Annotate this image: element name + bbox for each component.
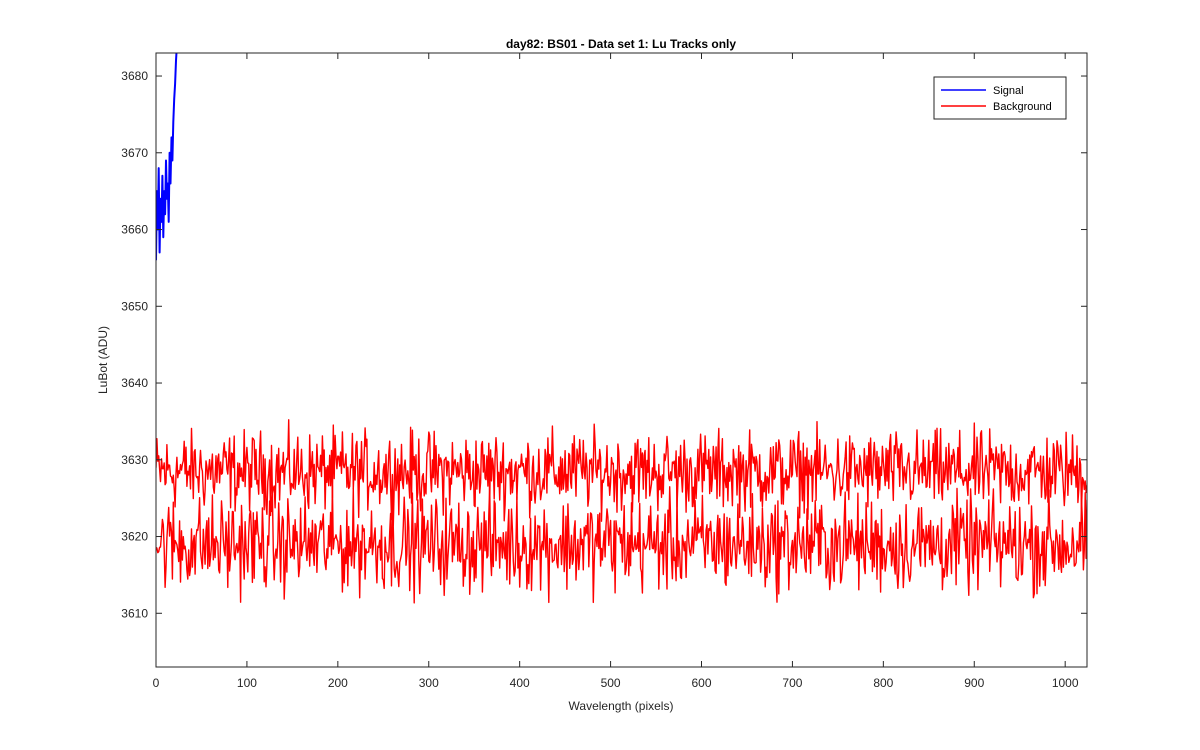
y-tick-label: 3670 [121, 146, 148, 160]
background-series-line-lower [156, 485, 1087, 604]
background-series-line-upper [156, 419, 1087, 527]
y-tick-label: 3680 [121, 69, 148, 83]
x-tick-label: 600 [691, 676, 711, 690]
x-tick-label: 400 [510, 676, 530, 690]
y-tick-label: 3610 [121, 606, 148, 620]
y-tick-label: 3650 [121, 299, 148, 313]
x-tick-label: 700 [782, 676, 802, 690]
y-axis-label: LuBot (ADU) [96, 326, 110, 394]
chart-title: day82: BS01 - Data set 1: Lu Tracks only [506, 37, 736, 51]
x-tick-label: 500 [601, 676, 621, 690]
x-tick-label: 100 [237, 676, 257, 690]
y-tick-label: 3640 [121, 376, 148, 390]
y-tick-label: 3630 [121, 453, 148, 467]
x-tick-label: 1000 [1052, 676, 1079, 690]
signal-series-line [156, 53, 178, 261]
legend: Signal Background [933, 76, 1067, 120]
y-tick-label: 3660 [121, 223, 148, 237]
x-tick-label: 200 [328, 676, 348, 690]
y-tick-label: 3620 [121, 530, 148, 544]
y-axis-ticks: 3610 3620 3630 3640 3650 3660 3670 3680 [121, 69, 1087, 620]
x-tick-label: 900 [964, 676, 984, 690]
legend-signal-label: Signal [993, 85, 1024, 97]
x-axis-ticks: 0 100 200 300 400 500 600 700 800 900 1000 [153, 53, 1079, 690]
x-tick-label: 800 [873, 676, 893, 690]
x-tick-label: 300 [419, 676, 439, 690]
legend-background-label: Background [993, 101, 1052, 113]
legend-box [933, 76, 1067, 120]
x-tick-label: 0 [153, 676, 160, 690]
x-axis-label: Wavelength (pixels) [569, 699, 674, 713]
series-layer [156, 53, 1087, 604]
plot-frame [155, 52, 1088, 668]
